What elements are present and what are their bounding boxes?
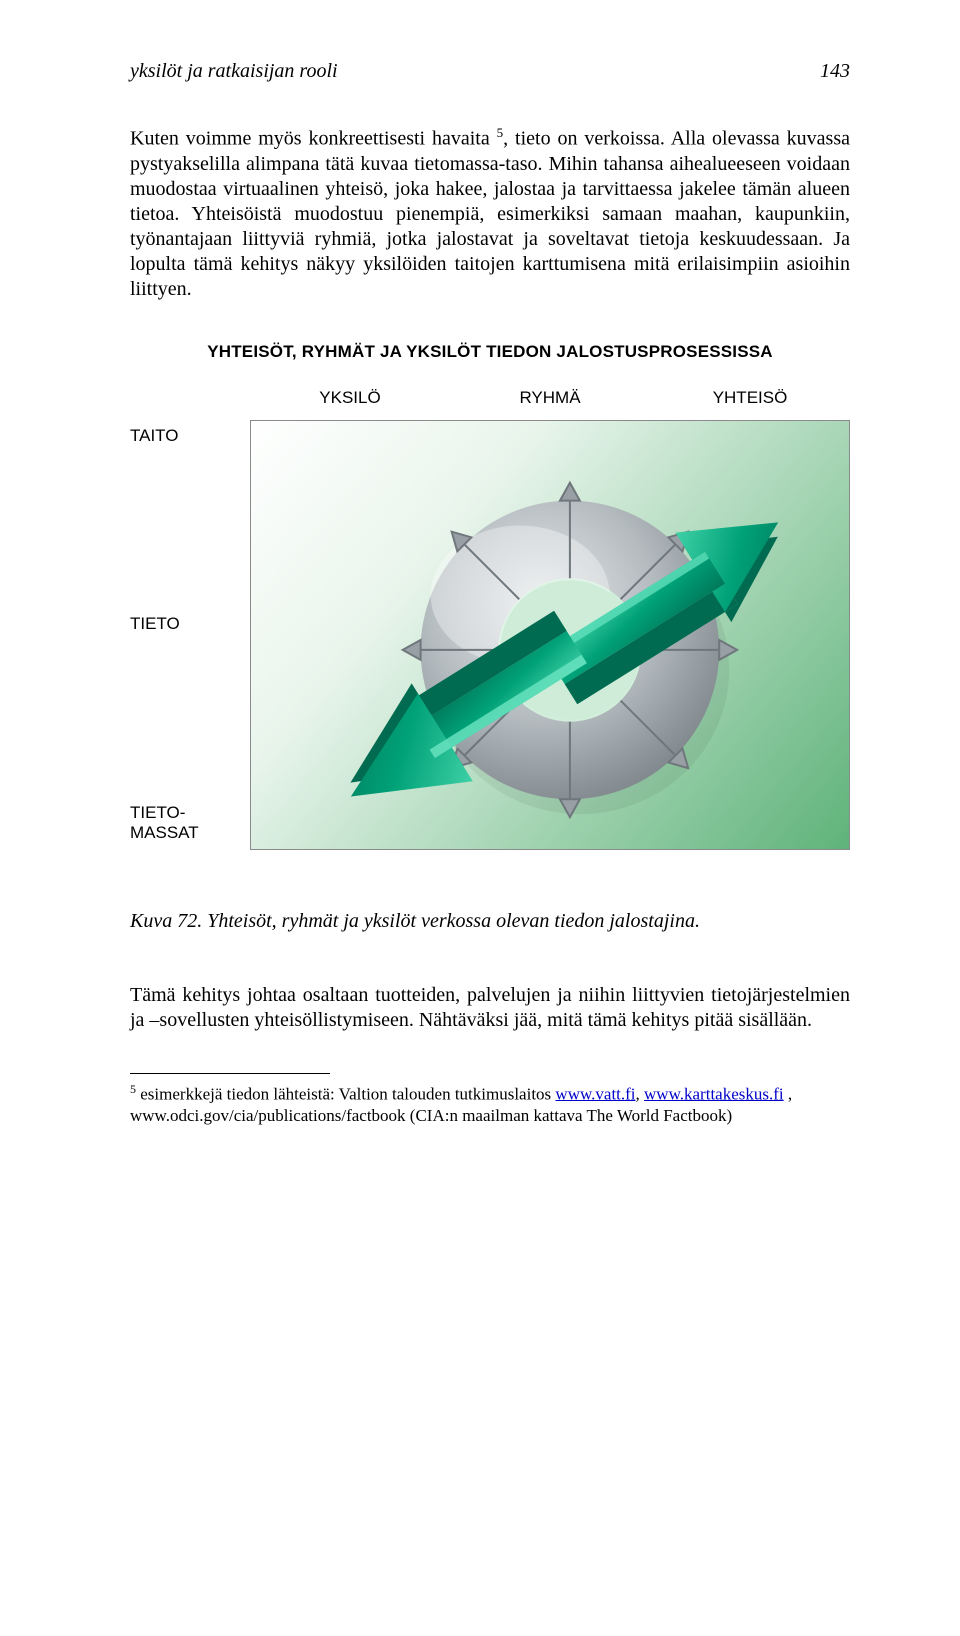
footnote-link-vatt[interactable]: www.vatt.fi — [555, 1084, 635, 1103]
figure-caption: Kuva 72. Yhteisöt, ryhmät ja yksilöt ver… — [130, 910, 850, 933]
diagram-column-labels: YKSILÖ RYHMÄ YHTEISÖ — [250, 388, 850, 408]
col-yhteiso: YHTEISÖ — [650, 388, 850, 408]
row-taito: TAITO — [130, 420, 250, 452]
footnote-5: 5 esimerkkejä tiedon lähteistä: Valtion … — [130, 1082, 850, 1128]
diagram-title: YHTEISÖT, RYHMÄT JA YKSILÖT TIEDON JALOS… — [130, 342, 850, 362]
col-yksilo: YKSILÖ — [250, 388, 450, 408]
para1-post: , tieto on verkoissa. Alla olevassa kuva… — [130, 128, 850, 300]
running-header: yksilöt ja ratkaisijan rooli 143 — [130, 60, 850, 83]
col-ryhma: RYHMÄ — [450, 388, 650, 408]
row-tietomassat: TIETO-MASSAT — [130, 797, 250, 850]
footnote-link-karttakeskus[interactable]: www.karttakeskus.fi — [644, 1084, 784, 1103]
header-left: yksilöt ja ratkaisijan rooli — [130, 60, 338, 83]
para1-pre: Kuten voimme myös konkreettisesti havait… — [130, 128, 490, 150]
paragraph-1: Kuten voimme myös konkreettisesti havait… — [130, 125, 850, 302]
page-number: 143 — [820, 60, 850, 83]
footnote-text-2: , — [636, 1084, 645, 1103]
footnote-text-1: esimerkkejä tiedon lähteistä: Valtion ta… — [136, 1084, 555, 1103]
diagram-row-labels: TAITO TIETO TIETO-MASSAT — [130, 420, 250, 850]
footnote-separator — [130, 1073, 330, 1074]
diagram-chart — [250, 420, 850, 850]
paragraph-2: Tämä kehitys johtaa osaltaan tuotteiden,… — [130, 983, 850, 1033]
row-tieto: TIETO — [130, 608, 250, 640]
cycle-arrow-graphic — [251, 421, 849, 849]
diagram: YKSILÖ RYHMÄ YHTEISÖ TAITO TIETO TIETO-M… — [130, 388, 850, 850]
